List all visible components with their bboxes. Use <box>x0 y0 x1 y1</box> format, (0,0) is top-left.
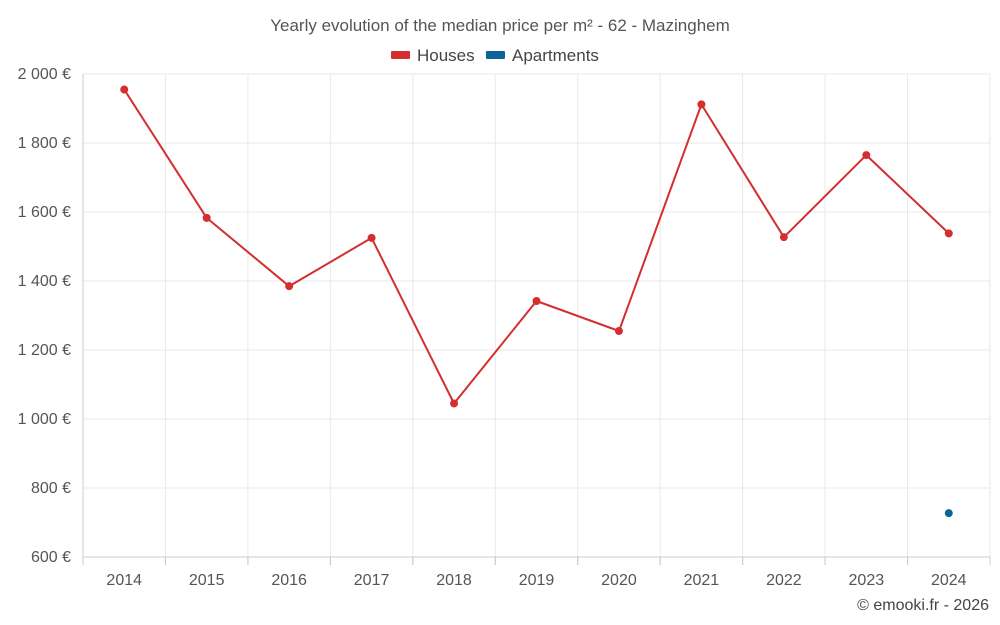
y-tick-label: 1 200 € <box>18 342 71 359</box>
legend-swatch <box>486 51 505 59</box>
series-apartments <box>944 509 953 518</box>
series-houses <box>120 85 953 408</box>
data-point-houses[interactable] <box>944 229 953 238</box>
legend-item-apartments[interactable]: Apartments <box>486 46 599 65</box>
legend-label: Houses <box>417 46 475 65</box>
y-tick-label: 2 000 € <box>18 66 71 83</box>
x-tick-label: 2014 <box>106 572 142 589</box>
x-tick-label: 2017 <box>354 572 390 589</box>
legend-label: Apartments <box>512 46 599 65</box>
data-point-houses[interactable] <box>862 151 871 160</box>
data-point-houses[interactable] <box>120 85 129 94</box>
data-point-houses[interactable] <box>450 399 459 408</box>
y-tick-label: 1 000 € <box>18 411 71 428</box>
y-tick-label: 1 600 € <box>18 204 71 221</box>
x-tick-label: 2021 <box>684 572 720 589</box>
data-point-houses[interactable] <box>614 327 623 336</box>
y-tick-label: 1 800 € <box>18 135 71 152</box>
legend-swatch <box>391 51 410 59</box>
x-tick-label: 2019 <box>519 572 555 589</box>
y-tick-label: 1 400 € <box>18 273 71 290</box>
x-tick-label: 2024 <box>931 572 967 589</box>
legend-item-houses[interactable]: Houses <box>391 46 475 65</box>
series-layer <box>120 85 953 518</box>
y-tick-label: 800 € <box>31 480 71 497</box>
credit-text: © emooki.fr - 2026 <box>857 597 989 614</box>
data-point-houses[interactable] <box>779 233 788 242</box>
data-point-houses[interactable] <box>697 100 706 109</box>
data-point-houses[interactable] <box>202 213 211 222</box>
x-tick-label: 2016 <box>271 572 307 589</box>
data-point-houses[interactable] <box>367 233 376 242</box>
chart-title: Yearly evolution of the median price per… <box>270 16 730 35</box>
data-point-houses[interactable] <box>532 297 541 306</box>
legend[interactable]: Houses Apartments <box>391 46 599 65</box>
x-tick-label: 2015 <box>189 572 225 589</box>
grid-layer <box>83 73 991 557</box>
data-point-houses[interactable] <box>285 282 294 291</box>
axis-layer: 600 € 800 € 1 000 € 1 200 € 1 400 € 1 600 € 1 … <box>18 66 991 589</box>
x-tick-label: 2020 <box>601 572 637 589</box>
x-tick-label: 2022 <box>766 572 802 589</box>
y-tick-label: 600 € <box>31 549 71 566</box>
data-point-apartments[interactable] <box>944 509 953 518</box>
x-tick-label: 2018 <box>436 572 472 589</box>
x-tick-label: 2023 <box>849 572 885 589</box>
